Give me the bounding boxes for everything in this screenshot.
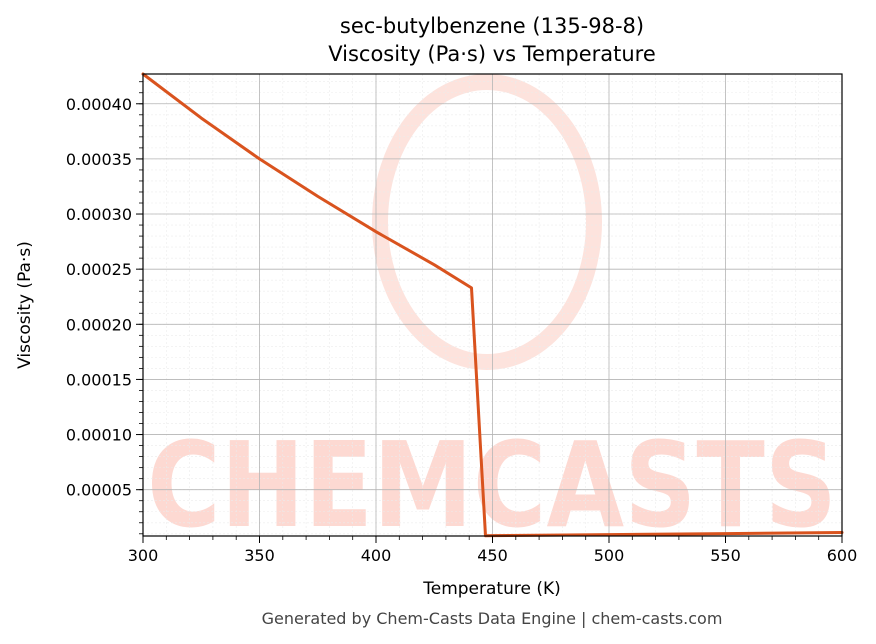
x-tick-label: 500 (594, 546, 625, 565)
x-tick-label: 600 (827, 546, 858, 565)
y-tick-label: 0.00040 (66, 95, 132, 114)
watermark: CHEMCASTS (147, 74, 837, 554)
x-tick-label: 350 (244, 546, 275, 565)
series-line (141, 72, 844, 538)
y-tick-label: 0.00030 (66, 205, 132, 224)
series-layer (141, 72, 844, 538)
y-tick-label: 0.00005 (66, 481, 132, 500)
x-tick-label: 400 (361, 546, 392, 565)
x-axis-ticks: 300 350 400 450 500 550 600 (128, 536, 858, 565)
y-tick-label: 0.00020 (66, 315, 132, 334)
plot-area: CHEMCASTS (141, 72, 844, 554)
x-tick-label: 300 (128, 546, 159, 565)
chart-subtitle: Viscosity (Pa·s) vs Temperature (328, 42, 656, 66)
y-tick-label: 0.00015 (66, 370, 132, 389)
watermark-text: CHEMCASTS (147, 416, 837, 554)
y-axis-ticks: 0.00005 0.00010 0.00015 0.00020 0.00025 0.000… (66, 81, 143, 535)
y-axis-label: Viscosity (Pa·s) (15, 241, 35, 369)
y-tick-label: 0.00035 (66, 150, 132, 169)
y-tick-label: 0.00025 (66, 260, 132, 279)
x-tick-label: 450 (477, 546, 508, 565)
watermark-ring (372, 74, 602, 370)
x-tick-label: 550 (710, 546, 741, 565)
footer-credit: Generated by Chem-Casts Data Engine | ch… (262, 609, 723, 628)
y-tick-label: 0.00010 (66, 426, 132, 445)
chart-title: sec-butylbenzene (135-98-8) (340, 14, 644, 38)
x-axis-label: Temperature (K) (422, 579, 561, 599)
